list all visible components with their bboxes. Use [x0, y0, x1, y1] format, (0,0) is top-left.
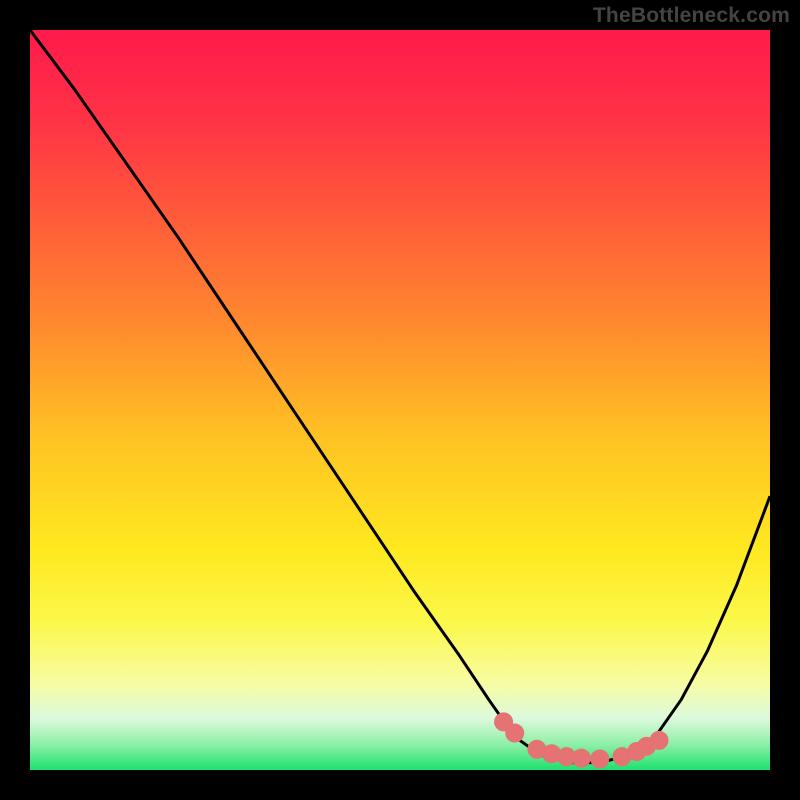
curve-marker — [591, 750, 609, 768]
watermark-text: TheBottleneck.com — [593, 4, 790, 28]
bottleneck-curve-chart — [0, 0, 800, 800]
plot-area — [30, 30, 770, 770]
curve-marker — [650, 731, 668, 749]
chart-container: TheBottleneck.com — [0, 0, 800, 800]
curve-marker — [572, 749, 590, 767]
curve-marker — [506, 724, 524, 742]
